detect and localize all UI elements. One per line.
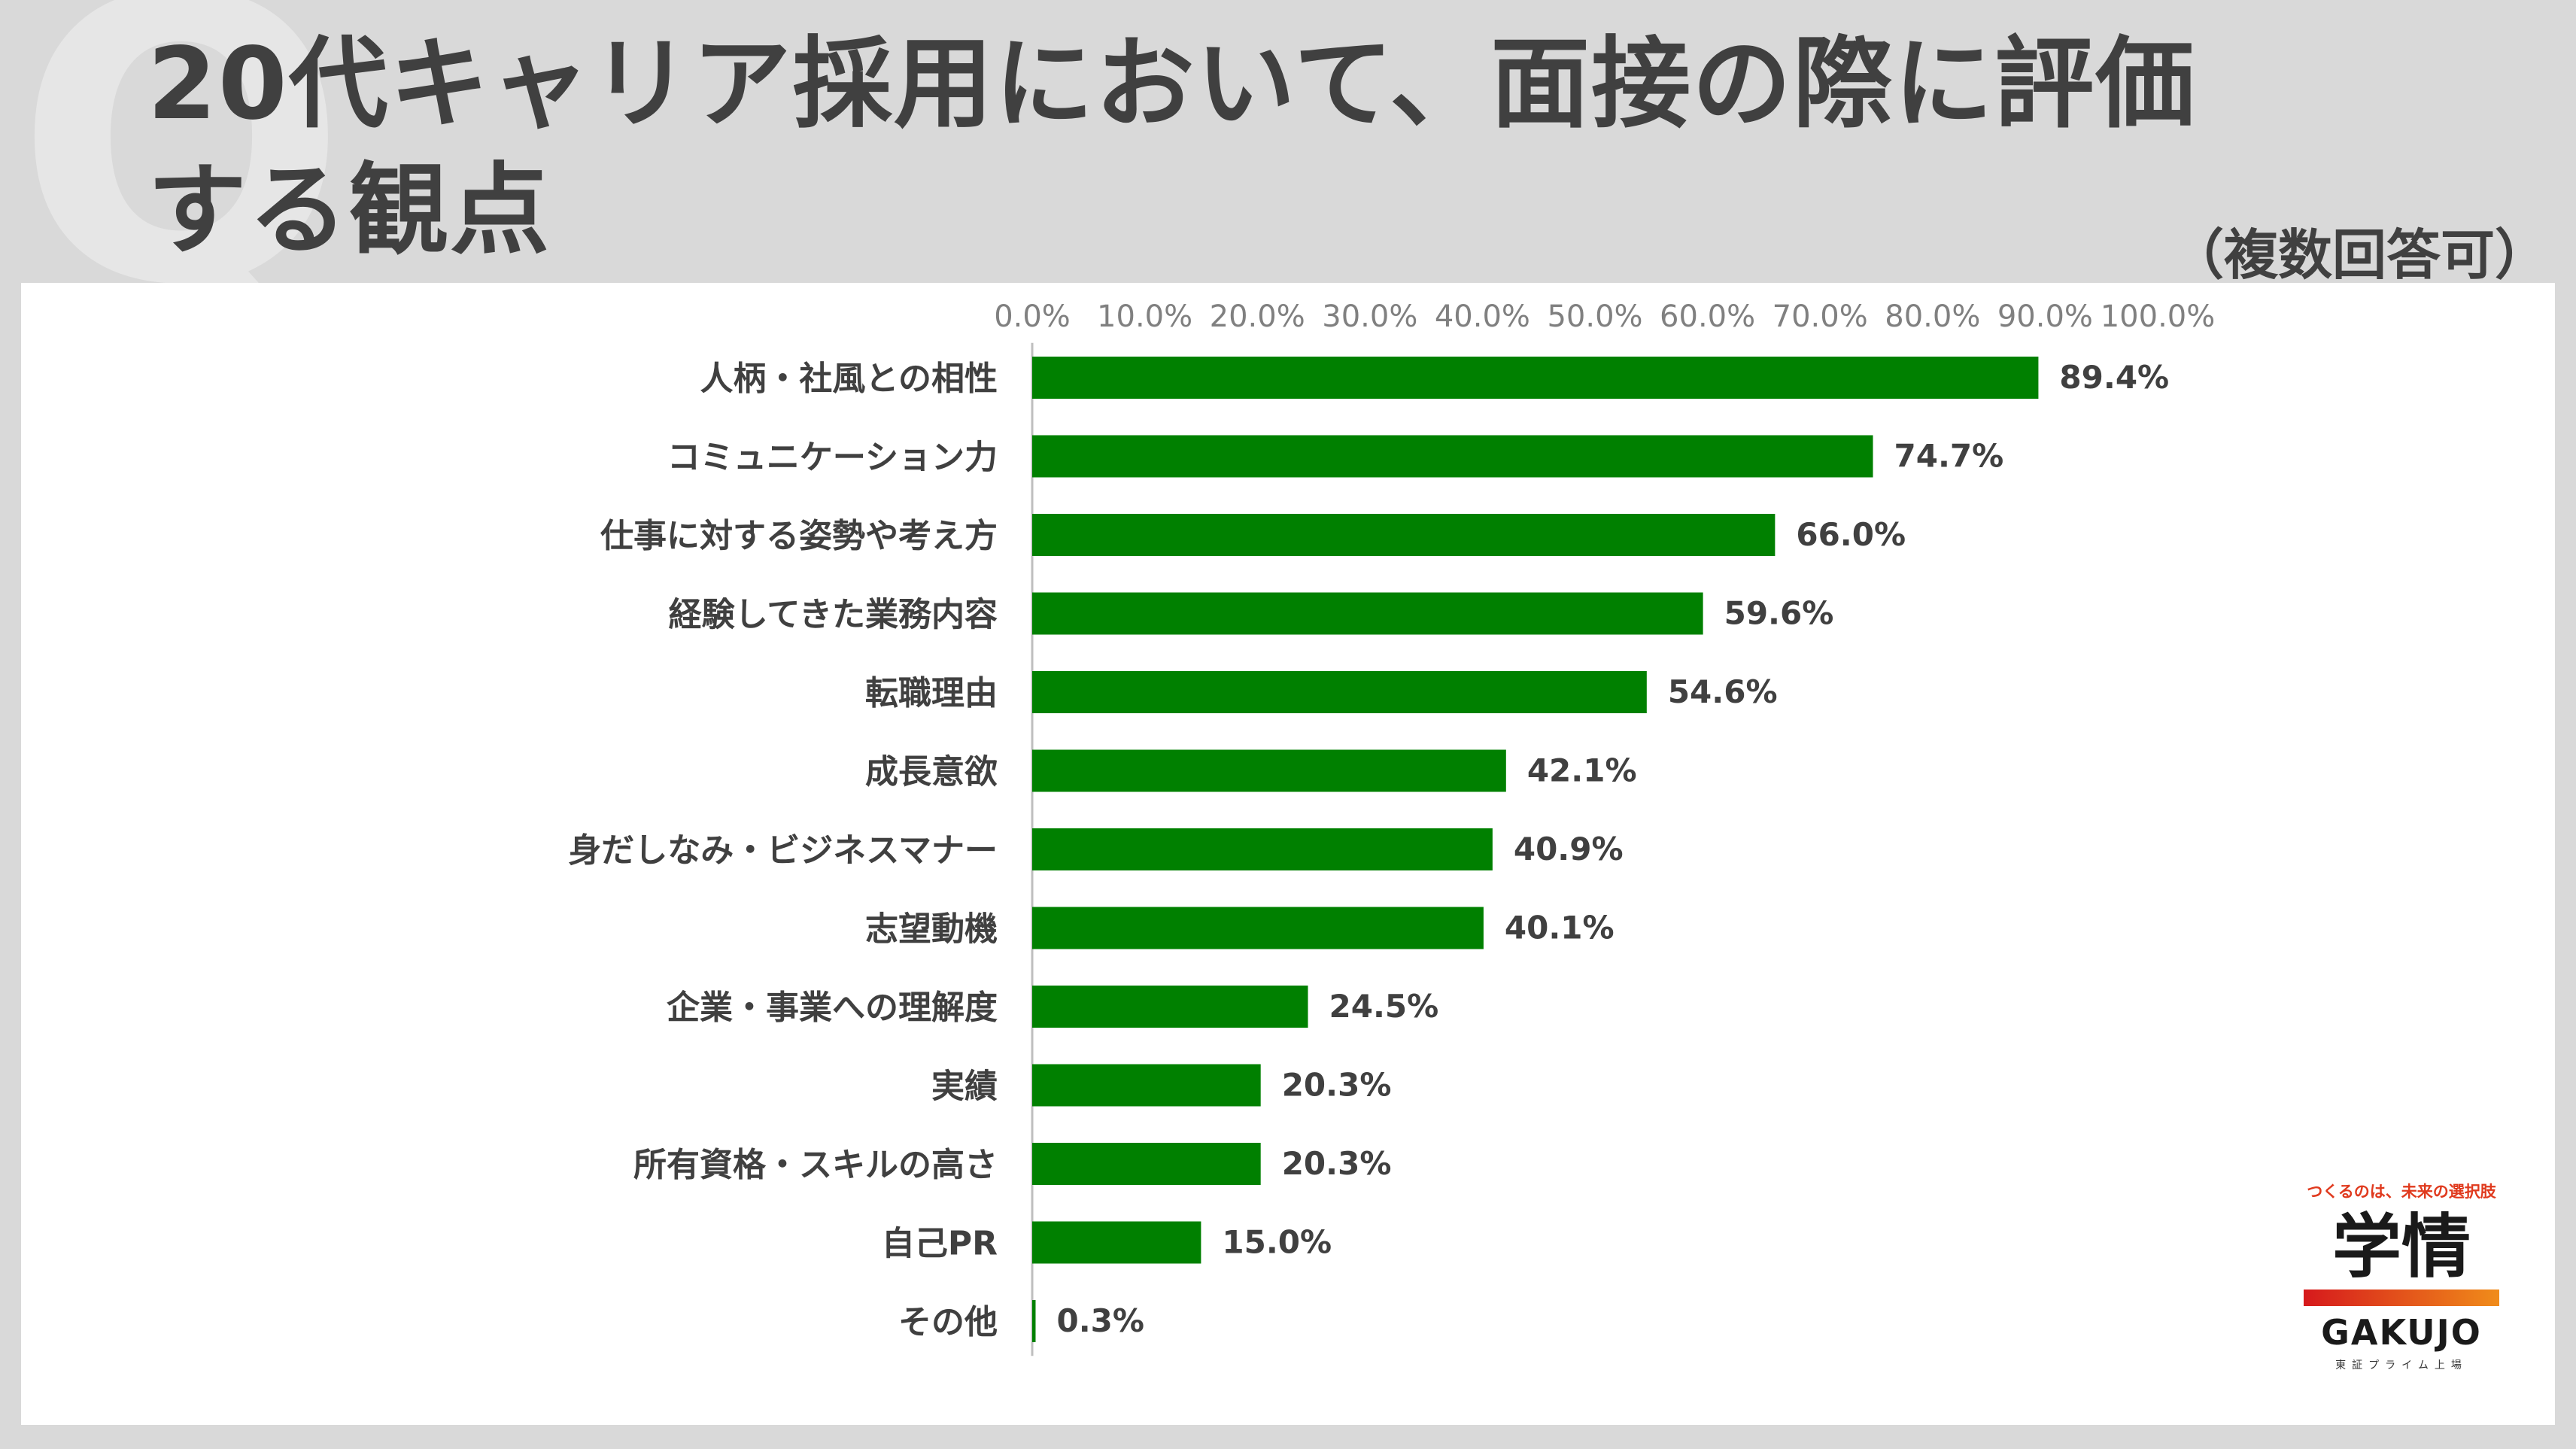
category-label: 経験してきた業務内容 [669, 596, 998, 634]
x-tick-label: 40.0% [1435, 299, 1530, 334]
bar [1032, 1064, 1261, 1107]
x-tick-label: 20.0% [1210, 299, 1305, 334]
slide-title: 20代キャリア採用において、面接の際に評価 する観点 [147, 21, 2299, 274]
x-tick-label: 50.0% [1547, 299, 1642, 334]
logo-listing-note: 東証プライム上場 [2335, 1359, 2468, 1372]
slide-title-line2: する観点 [147, 153, 551, 269]
logo-wordmark: GAKUJO [2321, 1312, 2482, 1353]
category-label: 成長意欲 [865, 753, 998, 791]
data-label: 40.1% [1505, 910, 1615, 946]
q-watermark: Q [15, 0, 348, 371]
bar [1032, 828, 1493, 870]
category-label: 実績 [931, 1068, 998, 1106]
x-tick-label: 90.0% [1997, 299, 2093, 334]
data-label: 54.6% [1668, 673, 1778, 710]
category-label: 企業・事業への理解度 [667, 989, 998, 1027]
category-label: 人柄・社風との相性 [700, 360, 998, 398]
multiple-answer-note: （複数回答可） [2169, 223, 2549, 287]
data-label: 0.3% [1056, 1302, 1144, 1339]
data-label: 42.1% [1527, 752, 1637, 789]
bar [1032, 671, 1647, 713]
chart-panel: 0.0% 10.0% 20.0% 30.0% 40.0% 50.0% 60.0% 70.0% 8… [21, 283, 2555, 1425]
category-label: 志望動機 [865, 910, 998, 949]
x-tick-label: 0.0% [994, 299, 1071, 334]
data-label: 15.0% [1222, 1224, 1332, 1261]
data-label: 59.6% [1724, 595, 1834, 632]
slide-title-line1: 20代キャリア採用において、面接の際に評価 [147, 26, 2197, 142]
x-tick-label: 60.0% [1660, 299, 1755, 334]
data-label: 89.4% [2059, 359, 2169, 396]
x-tick-label: 30.0% [1322, 299, 1417, 334]
bar [1032, 592, 1703, 635]
data-label: 20.3% [1282, 1145, 1392, 1182]
category-label: 自己PR [882, 1225, 998, 1263]
category-label: 転職理由 [865, 674, 998, 712]
data-label: 74.7% [1894, 438, 2004, 475]
bar [1032, 1221, 1201, 1264]
bar [1032, 907, 1484, 949]
bar [1032, 357, 2039, 399]
category-label: 仕事に対する姿勢や考え方 [600, 517, 998, 555]
bar [1032, 749, 1506, 792]
logo-gradient-bar [2304, 1290, 2499, 1306]
x-tick-label: 100.0% [2101, 299, 2216, 334]
data-label: 24.5% [1329, 988, 1439, 1025]
logo-tagline: つくるのは、未来の選択肢 [2307, 1183, 2496, 1201]
data-label: 40.9% [1514, 831, 1624, 867]
gakujo-logo: つくるのは、未来の選択肢 学情 GAKUJO 東証プライム上場 [2296, 1180, 2507, 1372]
data-label: 66.0% [1796, 516, 1906, 553]
logo-kanji: 学情 [2331, 1207, 2471, 1287]
category-label: その他 [898, 1303, 998, 1341]
bar [1032, 1300, 1036, 1342]
x-tick-label: 10.0% [1097, 299, 1192, 334]
category-label: コミュニケーション力 [667, 439, 998, 477]
category-label: 所有資格・スキルの高さ [633, 1146, 998, 1184]
data-label: 20.3% [1282, 1067, 1392, 1104]
bar [1032, 1143, 1261, 1185]
bar [1032, 435, 1873, 478]
category-label: 身だしなみ・ビジネスマナー [568, 831, 998, 870]
bar-chart: 0.0% 10.0% 20.0% 30.0% 40.0% 50.0% 60.0% 70.0% 8… [568, 299, 2216, 1356]
bar [1032, 986, 1308, 1028]
x-tick-label: 80.0% [1885, 299, 1980, 334]
x-tick-label: 70.0% [1773, 299, 1868, 334]
bar [1032, 514, 1776, 556]
